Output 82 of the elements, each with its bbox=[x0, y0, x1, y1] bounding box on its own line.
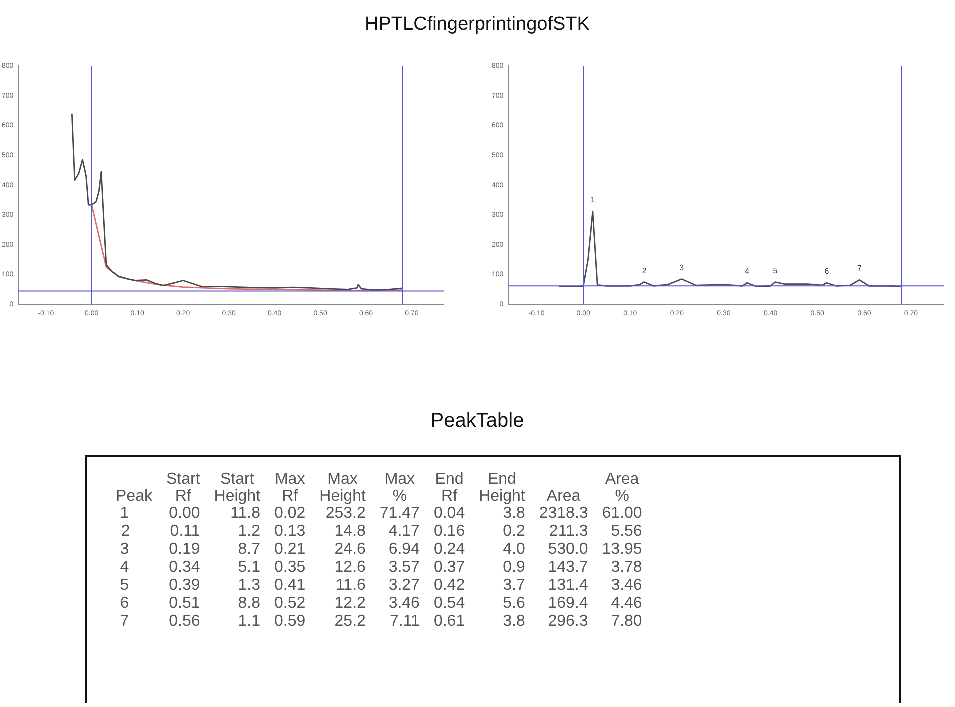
text: 8.7 bbox=[238, 541, 261, 558]
category-label: End Height bbox=[478, 471, 526, 505]
annotation: 7 bbox=[858, 264, 863, 274]
text: 3.78 bbox=[611, 559, 642, 576]
text: 24.6 bbox=[334, 541, 366, 558]
text: 7.11 bbox=[390, 613, 420, 630]
text: 143.7 bbox=[548, 559, 588, 576]
text: 0.37 bbox=[434, 559, 466, 576]
annotation: 6 bbox=[824, 267, 830, 276]
text: 1 0.00 bbox=[120, 505, 200, 522]
text: 296.3 bbox=[548, 613, 588, 630]
text: 1.3 bbox=[238, 577, 261, 594]
text: 0.04 bbox=[434, 505, 466, 522]
text: 0.24 bbox=[434, 541, 466, 558]
text: 3.27 bbox=[388, 577, 420, 594]
text: 5 0.39 bbox=[120, 577, 200, 594]
text: 530.0 bbox=[548, 541, 588, 558]
text: 0.59 bbox=[274, 613, 306, 630]
text: 3.8 bbox=[503, 613, 526, 630]
annotation: 2 bbox=[642, 266, 648, 276]
text: 253.2 bbox=[326, 505, 366, 522]
text: 5.6 bbox=[503, 595, 526, 612]
text: 12.6 bbox=[334, 559, 366, 576]
text: 2 0.11 bbox=[121, 523, 200, 540]
category-label: Area bbox=[546, 487, 582, 505]
text: 6 0.51 bbox=[120, 595, 200, 612]
text: 6.94 bbox=[388, 541, 420, 558]
annotation: 3 bbox=[680, 263, 685, 272]
text: 8.8 bbox=[238, 595, 261, 612]
text: 5.56 bbox=[611, 523, 642, 540]
text: 4.0 bbox=[503, 541, 526, 558]
annotation: 4 bbox=[745, 267, 750, 276]
text: 11.6 bbox=[336, 577, 366, 594]
category-label: Area % bbox=[604, 471, 640, 505]
text: 131.4 bbox=[548, 577, 588, 594]
text: 211.3 bbox=[549, 523, 588, 540]
text: 0.54 bbox=[434, 595, 466, 612]
text: 0.42 bbox=[434, 577, 466, 594]
text: 0.13 bbox=[274, 523, 306, 540]
category-label: End Rf bbox=[434, 471, 465, 505]
text: 4.17 bbox=[388, 523, 420, 540]
text: 61.00 bbox=[602, 505, 642, 522]
annotation: 5 bbox=[773, 266, 778, 276]
text: 14.8 bbox=[334, 523, 366, 540]
text: 13.95 bbox=[602, 541, 642, 558]
text: 12.2 bbox=[334, 595, 366, 612]
text: 0.41 bbox=[274, 577, 306, 594]
text: 3.46 bbox=[611, 577, 642, 594]
text: 3.46 bbox=[388, 595, 420, 612]
category-label: Max Rf bbox=[274, 471, 306, 505]
text: 1.1 bbox=[238, 613, 261, 630]
text: 0.2 bbox=[503, 523, 526, 540]
text: 4 0.34 bbox=[120, 559, 200, 576]
annotation: 1 bbox=[590, 196, 596, 205]
text: 3.57 bbox=[388, 559, 420, 576]
text: 25.2 bbox=[334, 613, 366, 630]
text: 169.4 bbox=[548, 595, 588, 612]
category-label: Max % bbox=[384, 471, 416, 505]
category-label: Peak bbox=[115, 487, 154, 505]
category-label: Start Height bbox=[213, 471, 262, 505]
text: 3 0.19 bbox=[120, 541, 200, 558]
text: 0.02 bbox=[274, 505, 306, 522]
text: 3.7 bbox=[503, 577, 526, 594]
text: 2318.3 bbox=[539, 505, 588, 522]
text: 0.61 bbox=[434, 613, 466, 630]
text: 11.8 bbox=[230, 505, 261, 522]
text: PeakTable bbox=[430, 410, 526, 433]
text: 4.46 bbox=[611, 595, 642, 612]
text: 5.1 bbox=[238, 559, 261, 576]
chart-title: HPTLCfingerprintingofSTK bbox=[364, 14, 591, 36]
text: 0.21 bbox=[274, 541, 306, 558]
text: 7 0.56 bbox=[120, 613, 200, 630]
text: 0.35 bbox=[274, 559, 306, 576]
text: 1.2 bbox=[238, 523, 261, 540]
category-label: Max Height bbox=[318, 471, 367, 505]
text: 0.52 bbox=[274, 595, 306, 612]
category-label: Start Rf bbox=[165, 471, 202, 505]
text: 3.8 bbox=[503, 505, 526, 522]
text: 7.80 bbox=[611, 613, 642, 630]
text: 0.16 bbox=[434, 523, 466, 540]
text: 71.47 bbox=[380, 505, 420, 522]
text: 0.9 bbox=[503, 559, 526, 576]
